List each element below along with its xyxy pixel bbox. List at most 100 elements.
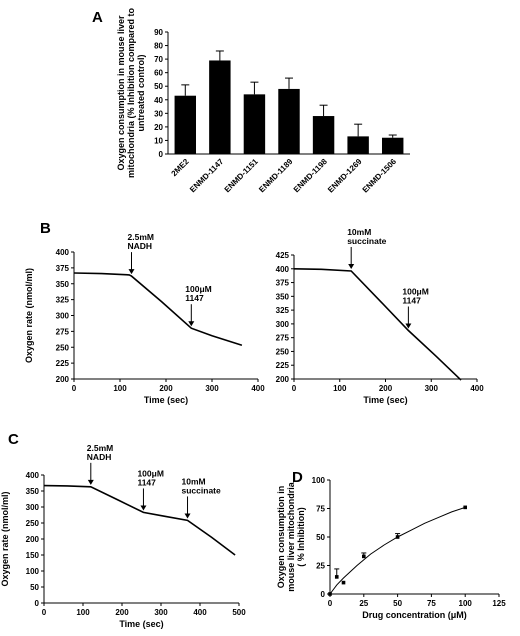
category-label: ENMD-1198 <box>292 157 330 195</box>
annotation-text: 2.5mM <box>87 443 113 453</box>
data-point <box>395 535 400 539</box>
x-tick-label: 25 <box>359 599 368 608</box>
y-tick-label: 100 <box>312 476 326 485</box>
y-tick-label: 200 <box>276 375 290 384</box>
y-tick-label: 100 <box>26 567 40 576</box>
y-tick-label: 80 <box>154 42 163 51</box>
category-label: 2ME2 <box>170 157 192 179</box>
y-tick-label: 250 <box>56 343 70 352</box>
panel-label-d: D <box>292 469 303 486</box>
x-tick-label: 200 <box>159 384 173 393</box>
annotation-text: succinate <box>182 485 221 495</box>
series-line <box>43 484 236 556</box>
y-tick-label: 275 <box>56 327 70 336</box>
annotation-text: 100μM <box>402 287 428 297</box>
x-tick-label: 400 <box>193 608 207 617</box>
data-point <box>328 592 332 596</box>
annotation-text: 10mM <box>182 476 206 486</box>
x-tick-label: 0 <box>292 384 297 393</box>
x-tick-label: 125 <box>492 599 506 608</box>
y-tick-label: 300 <box>26 503 40 512</box>
y-tick-label: 200 <box>26 535 40 544</box>
y-tick-label: 30 <box>154 109 163 118</box>
annotation-text: NADH <box>128 241 153 251</box>
data-point <box>362 554 366 559</box>
y-tick-label: 0 <box>321 590 326 599</box>
y-tick-label: 50 <box>154 82 163 91</box>
panel-label-c: C <box>8 431 19 448</box>
panel-label-b: B <box>40 220 51 237</box>
y-tick-label: 200 <box>56 375 70 384</box>
y-axis-title: ( % Inhibition) <box>296 507 306 566</box>
y-axis-title: Oxygen consumption in mouse liver <box>116 15 126 171</box>
y-tick-label: 25 <box>316 562 325 571</box>
bar <box>347 136 369 154</box>
y-tick-label: 425 <box>276 251 290 260</box>
x-tick-label: 100 <box>333 384 347 393</box>
annotation-text: succinate <box>347 236 386 246</box>
y-tick-label: 400 <box>276 265 290 274</box>
panel-label-a: A <box>92 9 103 26</box>
series-line <box>73 272 243 347</box>
y-tick-label: 275 <box>276 334 290 343</box>
y-tick-label: 70 <box>154 55 163 64</box>
annotation-arrow-head <box>405 323 412 329</box>
annotation-text: 1147 <box>137 477 156 487</box>
y-tick-label: 300 <box>276 320 290 329</box>
annotation-text: 2.5mM <box>128 232 154 242</box>
x-axis-title: Drug concentration (μM) <box>362 610 467 620</box>
y-tick-label: 50 <box>316 533 325 542</box>
y-tick-label: 20 <box>154 123 163 132</box>
annotation-text: 100μM <box>185 284 211 294</box>
y-tick-label: 75 <box>316 505 325 514</box>
x-tick-label: 500 <box>232 608 246 617</box>
y-tick-label: 225 <box>56 359 70 368</box>
x-tick-label: 100 <box>113 384 127 393</box>
x-tick-label: 0 <box>42 608 47 617</box>
annotation-arrow-head <box>184 513 191 519</box>
y-tick-label: 350 <box>56 280 70 289</box>
x-axis-title: Time (sec) <box>119 619 163 629</box>
x-tick-label: 400 <box>251 384 265 393</box>
annotation-text: 10mM <box>347 227 371 237</box>
y-tick-label: 325 <box>56 296 70 305</box>
y-tick-label: 225 <box>276 361 290 370</box>
bar <box>312 116 335 154</box>
y-tick-label: 50 <box>30 583 39 592</box>
annotation-text: 1147 <box>185 293 204 303</box>
x-tick-label: 300 <box>425 384 439 393</box>
y-tick-label: 60 <box>154 69 163 78</box>
x-tick-label: 0 <box>72 384 77 393</box>
annotation-text: 100μM <box>137 468 163 478</box>
x-tick-label: 100 <box>76 608 90 617</box>
annotation-text: 1147 <box>402 296 421 306</box>
y-tick-label: 375 <box>56 264 70 273</box>
x-tick-label: 75 <box>427 599 436 608</box>
y-tick-label: 250 <box>26 519 40 528</box>
y-tick-label: 400 <box>26 471 40 480</box>
category-label: ENMD-1189 <box>257 157 295 195</box>
y-axis-title: mouse liver mitochondria <box>286 481 296 592</box>
category-label: ENMD-1151 <box>223 157 261 195</box>
y-tick-label: 325 <box>276 306 290 315</box>
fit-curve <box>329 506 466 595</box>
y-tick-label: 350 <box>276 292 290 301</box>
x-tick-label: 400 <box>470 384 484 393</box>
category-label: ENMD-1147 <box>188 157 226 195</box>
y-axis-title: Oxygen rate (nmol/ml) <box>24 268 34 363</box>
data-point <box>334 575 339 579</box>
y-tick-label: 350 <box>26 487 40 496</box>
annotation-arrow-head <box>87 479 94 485</box>
annotation-arrow-head <box>348 263 355 269</box>
y-tick-label: 300 <box>56 312 70 321</box>
bar <box>209 60 231 154</box>
y-axis-title: Oxygen consumption in <box>276 486 286 589</box>
x-tick-label: 200 <box>379 384 393 393</box>
x-tick-label: 100 <box>459 599 473 608</box>
chart-c-sequential: 0 50 100 150 200 250 300 350 400 0 100 200 300 400 500… <box>0 443 246 629</box>
x-tick-label: 300 <box>205 384 219 393</box>
category-label: ENMD-1506 <box>361 157 399 195</box>
annotation-arrow-head <box>128 269 135 275</box>
y-axis-title: Oxygen rate (nmol/ml) <box>0 491 10 586</box>
